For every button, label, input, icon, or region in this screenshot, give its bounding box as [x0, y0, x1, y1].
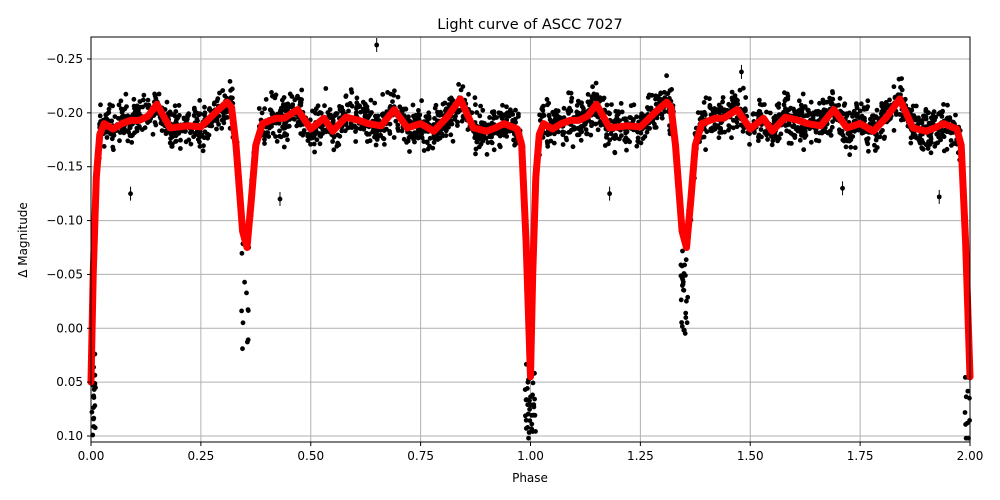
- outlier-point: [607, 191, 613, 197]
- y-tick-label: −0.10: [46, 214, 83, 228]
- x-tick-label: 1.75: [847, 449, 874, 463]
- x-tick-label: 1.00: [517, 449, 544, 463]
- y-tick-label: −0.20: [46, 106, 83, 120]
- outlier-point: [277, 196, 283, 202]
- error-bars: [128, 37, 942, 207]
- x-tick-label: 1.50: [737, 449, 764, 463]
- outlier-point: [840, 185, 845, 191]
- model-curve-outline: [87, 95, 974, 386]
- y-tick-label: −0.05: [46, 267, 83, 281]
- y-axis-label: Δ Magnitude: [16, 202, 30, 278]
- y-tick-label: 0.00: [56, 321, 83, 335]
- y-axis-ticks: −0.25 −0.20 −0.15 −0.10 −0.05 0.00 0.05 0.10: [46, 52, 91, 443]
- outlier-point: [374, 42, 380, 48]
- x-tick-label: 0.75: [407, 449, 434, 463]
- x-tick-label: 0.25: [188, 449, 215, 463]
- y-tick-label: 0.05: [56, 375, 83, 389]
- grid-lines: [90, 37, 971, 442]
- x-axis-ticks: 0.00 0.25 0.50 0.75 1.00 1.25 1.50 1.75 2.00: [78, 442, 984, 463]
- outlier-point: [936, 194, 942, 200]
- outlier-point: [739, 69, 744, 75]
- x-tick-label: 1.25: [627, 449, 654, 463]
- plot-area: [87, 36, 974, 443]
- x-tick-label: 2.00: [957, 449, 984, 463]
- x-tick-label: 0.50: [297, 449, 324, 463]
- y-tick-label: −0.25: [46, 52, 83, 66]
- chart-title: Light curve of ASCC 7027: [437, 17, 623, 33]
- x-tick-label: 0.00: [78, 449, 105, 463]
- outlier-point: [128, 191, 133, 197]
- y-tick-label: 0.10: [56, 429, 83, 443]
- x-axis-label: Phase: [512, 471, 548, 485]
- y-tick-label: −0.15: [46, 160, 83, 174]
